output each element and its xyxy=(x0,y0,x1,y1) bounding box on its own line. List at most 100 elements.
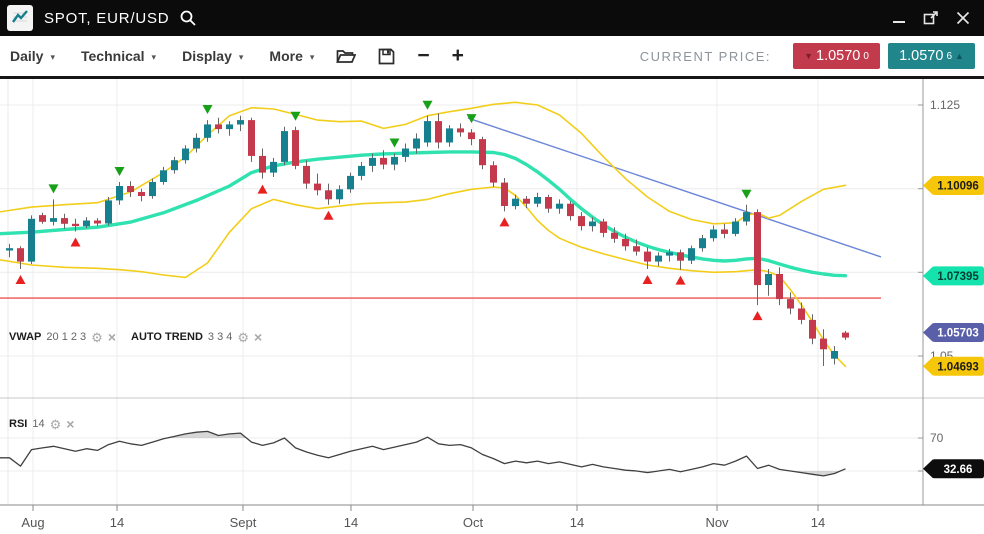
price-tag: 1.05703 xyxy=(923,322,984,342)
sell-signal-triangle xyxy=(389,138,400,148)
sell-signal-triangle xyxy=(290,111,301,121)
buy-signal-triangle xyxy=(70,237,81,247)
arrow-up-icon: ▲ xyxy=(955,51,964,61)
gridlines xyxy=(0,79,923,505)
zoom-in-button[interactable]: + xyxy=(451,44,464,67)
x-axis-label: 14 xyxy=(344,515,358,530)
rsi-params: 14 xyxy=(32,418,45,430)
vwap-legend: VWAP 20 1 2 3 ⚙ × xyxy=(9,328,117,345)
buy-signal-triangle xyxy=(642,274,653,284)
x-axis-label: 14 xyxy=(110,515,124,530)
technical-menu-label: Technical xyxy=(81,48,145,64)
toolbar: Daily ▾ Technical ▾ Display ▾ More ▾ xyxy=(0,36,984,76)
x-axis-label: Nov xyxy=(705,515,729,530)
buy-signal-triangle xyxy=(257,184,268,194)
search-icon[interactable] xyxy=(179,9,197,27)
auto-trend-params: 3 3 4 xyxy=(207,331,233,343)
rsi-axis-label: 70 xyxy=(930,431,944,445)
bid-price-badge[interactable]: ▼ 1.0570 0 xyxy=(793,43,880,69)
app-logo-icon xyxy=(7,5,33,31)
price-tag: 1.10096 xyxy=(923,175,984,195)
sell-signal-triangle xyxy=(202,105,213,115)
vwap-params: 20 1 2 3 xyxy=(46,331,87,343)
gear-icon[interactable]: ⚙ xyxy=(237,329,250,345)
buy-signal-triangle xyxy=(675,275,686,285)
sell-signal-triangle xyxy=(48,184,59,194)
popout-window-button[interactable] xyxy=(920,7,942,29)
rsi-name: RSI xyxy=(9,418,28,430)
current-price-label: CURRENT PRICE: xyxy=(639,48,771,64)
zoom-out-button[interactable]: − xyxy=(417,44,430,67)
vwap-line xyxy=(0,150,848,278)
vwap-name: VWAP xyxy=(9,331,42,343)
buy-signal-triangle xyxy=(499,217,510,227)
save-floppy-icon[interactable] xyxy=(378,48,395,65)
chevron-down-icon: ▾ xyxy=(309,51,315,62)
x-axis-label: 14 xyxy=(570,515,584,530)
sell-signal-triangle xyxy=(741,189,752,199)
price-axis-label: 1.125 xyxy=(930,98,960,112)
gear-icon[interactable]: ⚙ xyxy=(49,416,62,432)
window-controls xyxy=(888,7,974,29)
more-menu[interactable]: More ▾ xyxy=(269,48,314,64)
chevron-down-icon: ▾ xyxy=(50,51,55,62)
timeframe-menu[interactable]: Daily ▾ xyxy=(10,48,55,64)
buy-signal-triangle xyxy=(15,274,26,284)
title-bar: SPOT, EUR/USD xyxy=(0,0,984,36)
rsi-line xyxy=(0,430,846,477)
rsi-pane xyxy=(0,430,846,477)
svg-text:32.66: 32.66 xyxy=(944,464,973,476)
bollinger-lower-line xyxy=(0,186,847,368)
x-axis-label: Sept xyxy=(230,515,257,530)
bollinger-upper-line xyxy=(0,101,847,225)
display-menu-label: Display xyxy=(182,48,232,64)
technical-menu[interactable]: Technical ▾ xyxy=(81,48,156,64)
sell-signal-triangle xyxy=(114,166,125,176)
candlestick-series xyxy=(6,113,849,366)
close-icon[interactable]: × xyxy=(254,328,263,345)
x-axis-label: Oct xyxy=(463,515,484,530)
indicator-overlays xyxy=(0,101,848,368)
trend-line xyxy=(467,117,882,258)
close-icon[interactable]: × xyxy=(66,415,75,432)
rsi-value-tag: 32.66 xyxy=(923,459,984,479)
svg-text:1.05703: 1.05703 xyxy=(937,327,979,339)
ask-price-pip: 6 xyxy=(946,50,952,62)
sell-signal-triangle xyxy=(422,100,433,110)
ask-price-value: 1.0570 xyxy=(899,48,944,64)
bid-price-value: 1.0570 xyxy=(816,48,861,64)
ask-price-badge[interactable]: 1.0570 6 ▲ xyxy=(888,43,975,69)
bid-price-pip: 0 xyxy=(863,50,869,62)
open-folder-icon[interactable] xyxy=(336,48,357,64)
more-menu-label: More xyxy=(269,48,303,64)
x-axis-label: 14 xyxy=(811,515,825,530)
buy-signal-triangle xyxy=(752,311,763,321)
auto-trend-name: AUTO TREND xyxy=(131,331,203,343)
close-icon[interactable]: × xyxy=(107,328,117,345)
price-tag: 1.04693 xyxy=(923,356,984,376)
toolbar-divider xyxy=(0,76,984,79)
auto-trend-signals xyxy=(15,100,763,321)
close-icon[interactable] xyxy=(952,7,974,29)
chevron-down-icon: ▾ xyxy=(238,51,244,62)
timeframe-menu-label: Daily xyxy=(10,48,44,64)
minimize-button[interactable] xyxy=(888,7,910,29)
line-chart-icon xyxy=(12,10,28,23)
drawing-objects[interactable] xyxy=(0,117,882,299)
svg-text:1.10096: 1.10096 xyxy=(937,180,979,192)
rsi-legend: RSI 14 ⚙ × xyxy=(9,415,75,432)
auto-trend-legend: AUTO TREND 3 3 4 ⚙ × xyxy=(131,328,263,345)
current-price-group: CURRENT PRICE: ▼ 1.0570 0 1.0570 6 ▲ xyxy=(640,43,975,69)
price-tag: 1.07395 xyxy=(923,266,984,286)
gear-icon[interactable]: ⚙ xyxy=(91,329,103,345)
arrow-down-icon: ▼ xyxy=(804,51,813,61)
buy-signal-triangle xyxy=(323,210,334,220)
sell-signal-triangle xyxy=(466,114,477,124)
svg-text:1.07395: 1.07395 xyxy=(937,271,979,283)
chevron-down-icon: ▾ xyxy=(151,51,157,62)
display-menu[interactable]: Display ▾ xyxy=(182,48,243,64)
window-title: SPOT, EUR/USD xyxy=(44,9,170,27)
svg-text:1.04693: 1.04693 xyxy=(937,361,979,373)
